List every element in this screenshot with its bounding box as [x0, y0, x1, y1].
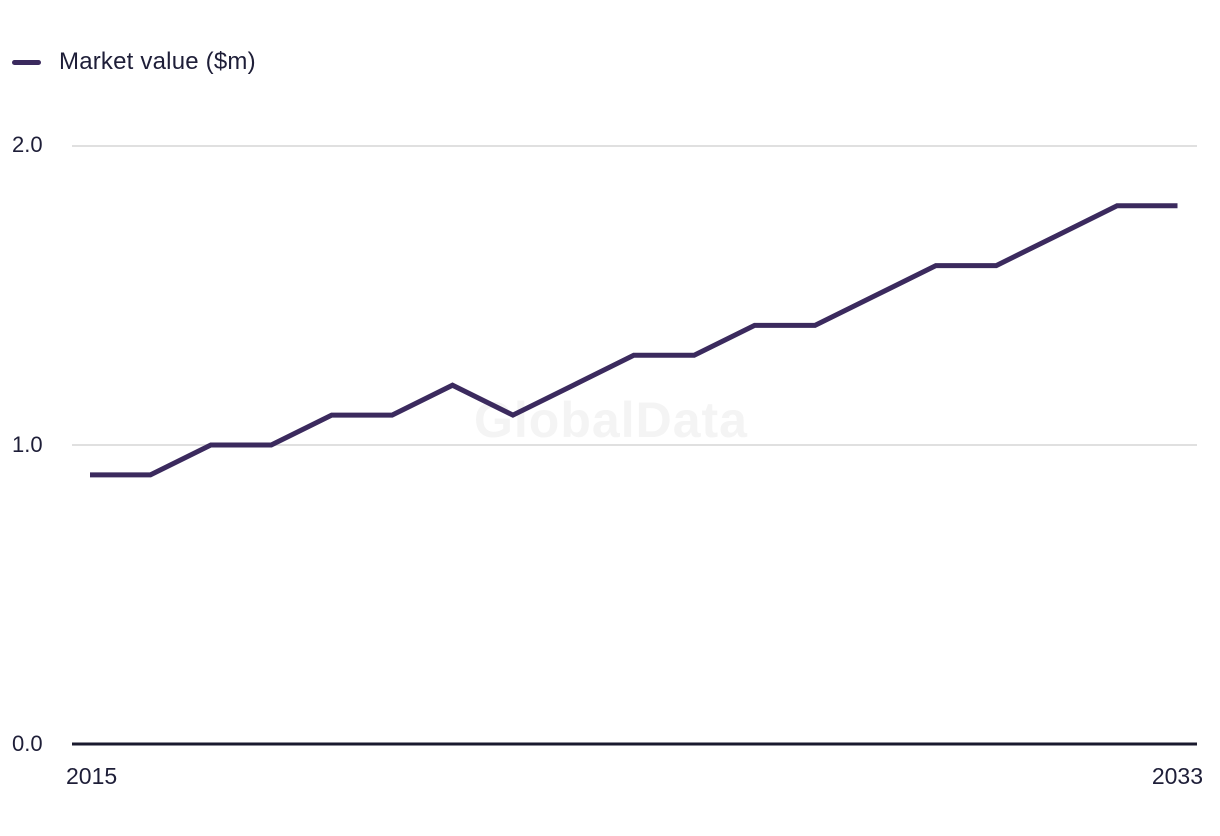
y-axis-tick-0.0: 0.0 [12, 731, 43, 756]
legend-item-market-value[interactable]: Market value ($m) [12, 48, 256, 76]
legend-label: Market value ($m) [59, 48, 256, 75]
globaldata-watermark: GlobalData [474, 392, 748, 448]
market-value-series-line [90, 203, 1178, 478]
x-axis-tick-2033: 2033 [1151, 763, 1203, 789]
legend: Market value ($m) [12, 48, 256, 76]
horizontal-gridlines [72, 145, 1197, 446]
legend-line-swatch-icon [12, 59, 41, 65]
y-axis-tick-2.0: 2.0 [12, 132, 43, 157]
x-axis-tick-2015: 2015 [66, 763, 118, 789]
y-axis-tick-1.0: 1.0 [12, 432, 43, 457]
